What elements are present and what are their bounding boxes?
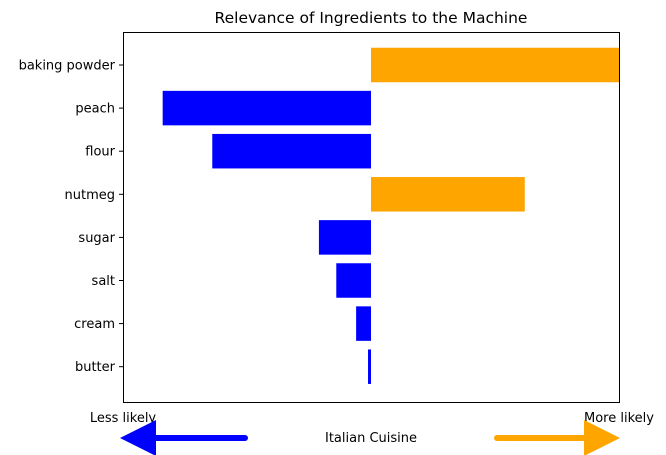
y-tick-label: sugar — [78, 231, 115, 246]
y-tick-label: peach — [75, 102, 115, 117]
bar-baking-powder — [371, 47, 619, 83]
bar-nutmeg — [371, 177, 525, 212]
y-tick-label: salt — [92, 274, 115, 289]
y-tick-label: baking powder — [19, 59, 116, 74]
more-likely-label: More likely — [584, 411, 654, 426]
y-tick-label: butter — [75, 360, 116, 375]
cuisine-label: Italian Cuisine — [325, 431, 417, 446]
y-tick-labels: baking powder peach flour nutmeg sugar salt cr… — [19, 59, 116, 376]
bar-sugar — [318, 220, 371, 255]
y-tick-label: cream — [74, 317, 115, 332]
y-tick-label: nutmeg — [65, 188, 116, 203]
bar-butter — [368, 349, 371, 384]
less-likely-label: Less likely — [90, 411, 157, 426]
bar-cream — [356, 306, 371, 341]
bar-salt — [336, 263, 371, 298]
y-tick-label: flour — [85, 145, 115, 160]
bar-flour — [212, 133, 371, 169]
y-ticks — [119, 64, 123, 368]
bars-group — [162, 47, 619, 384]
chart-title: Relevance of Ingredients to the Machine — [215, 9, 528, 27]
bar-peach — [162, 90, 371, 126]
plot-frame — [123, 32, 620, 403]
